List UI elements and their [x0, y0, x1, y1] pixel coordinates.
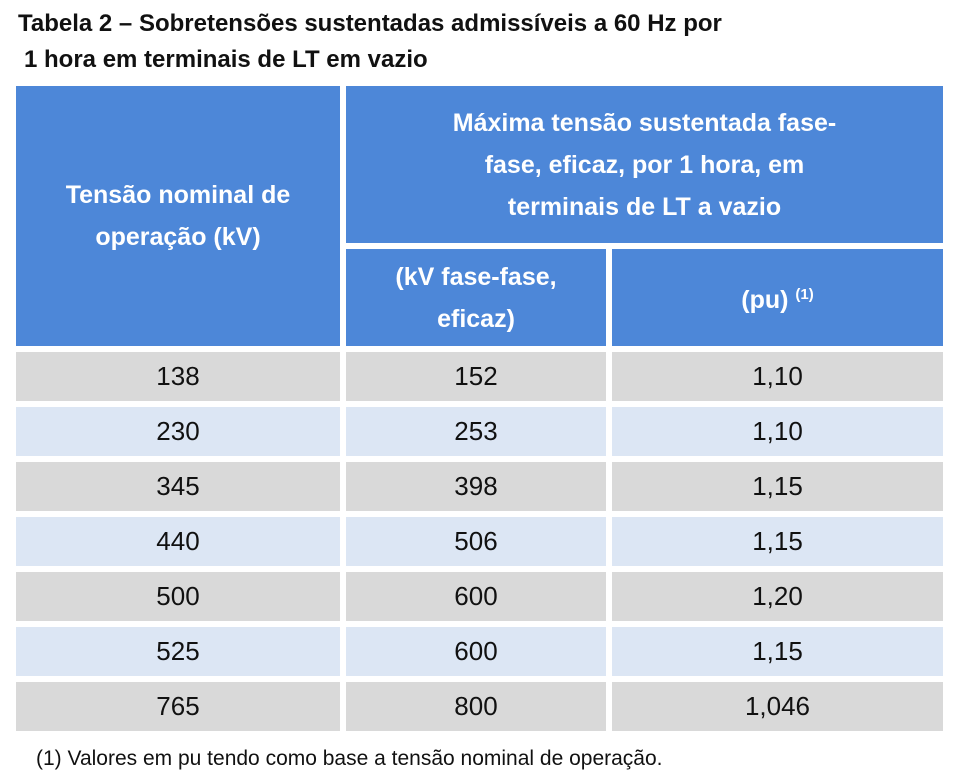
table-cell: 440 [16, 517, 340, 566]
header-line: Máxima tensão sustentada fase- [452, 108, 837, 137]
table-cell: 506 [346, 517, 606, 566]
header-line: eficaz) [437, 304, 515, 333]
header-text: (pu) [741, 286, 789, 314]
table-row: 765 800 1,046 [16, 682, 943, 731]
table-cell: 500 [16, 572, 340, 621]
header-cell: Tensão nominal de operação (kV) [16, 86, 340, 346]
table-cell: 1,20 [612, 572, 943, 621]
table-cell: 398 [346, 462, 606, 511]
header-line: (kV fase-fase, [395, 262, 557, 291]
title-line: Tabela 2 – Sobretensões sustentadas admi… [18, 10, 722, 37]
table-row: 345 398 1,15 [16, 462, 943, 511]
header-cell: Máxima tensão sustentada fase- fase, efi… [346, 86, 943, 243]
table-cell: 600 [346, 627, 606, 676]
header-cell: (kV fase-fase, eficaz) [346, 249, 606, 346]
table-cell: 1,10 [612, 407, 943, 456]
header-line: fase, eficaz, por 1 hora, em [484, 150, 805, 179]
table-cell: 253 [346, 407, 606, 456]
table-cell: 1,15 [612, 517, 943, 566]
table-cell: 765 [16, 682, 340, 731]
table-cell: 800 [346, 682, 606, 731]
table-cell: 1,15 [612, 462, 943, 511]
table-body: 138 152 1,10 230 253 1,10 345 398 1,15 440 506 1,15… [16, 352, 943, 731]
table-row: 525 600 1,15 [16, 627, 943, 676]
table-cell: 600 [346, 572, 606, 621]
header-line: Tensão nominal de [65, 181, 291, 209]
footnote: (1) Valores em pu tendo como base a tens… [36, 747, 663, 770]
table-cell: 152 [346, 352, 606, 401]
table-cell: 345 [16, 462, 340, 511]
footnote-ref: (1) [795, 286, 814, 303]
title: Tabela 2 – Sobretensões sustentadas admi… [18, 6, 722, 78]
table-row: 440 506 1,15 [16, 517, 943, 566]
table-cell: 1,046 [612, 682, 943, 731]
table-cell: 1,10 [612, 352, 943, 401]
table-row: 138 152 1,10 [16, 352, 943, 401]
table: Tensão nominal de operação (kV) Máxima t… [10, 80, 949, 737]
table-cell: 230 [16, 407, 340, 456]
table-cell: 1,15 [612, 627, 943, 676]
table-row: 500 600 1,20 [16, 572, 943, 621]
header-line: terminais de LT a vazio [507, 192, 782, 221]
table-row: 230 253 1,10 [16, 407, 943, 456]
title-line: 1 hora em terminais de LT em vazio [24, 46, 428, 73]
table-cell: 525 [16, 627, 340, 676]
table-cell: 138 [16, 352, 340, 401]
header-line: operação (kV) [95, 223, 261, 251]
header-cell: (pu) (1) [612, 249, 943, 346]
